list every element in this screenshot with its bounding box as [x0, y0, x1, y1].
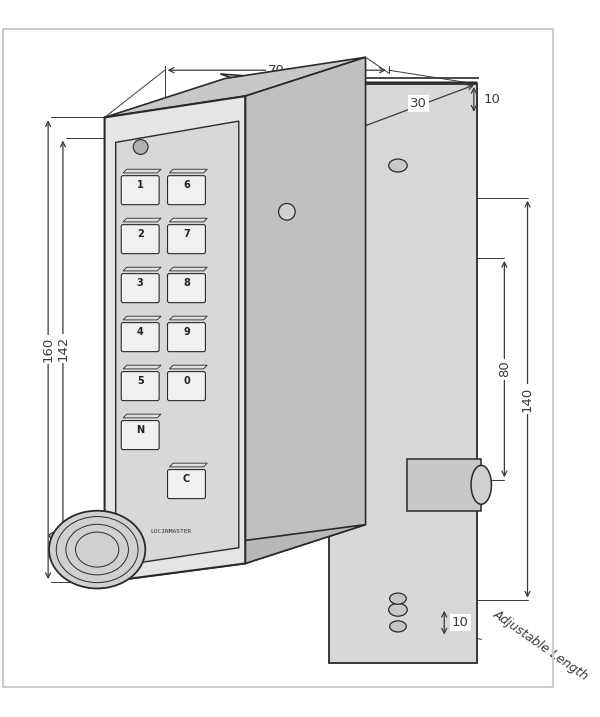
Polygon shape — [220, 74, 476, 112]
FancyBboxPatch shape — [121, 371, 159, 401]
FancyBboxPatch shape — [167, 371, 205, 401]
Polygon shape — [123, 169, 161, 173]
Polygon shape — [169, 463, 207, 467]
Text: N: N — [136, 425, 144, 435]
Polygon shape — [169, 218, 207, 222]
FancyBboxPatch shape — [121, 323, 159, 351]
Circle shape — [133, 140, 148, 154]
Polygon shape — [169, 316, 207, 320]
Polygon shape — [123, 267, 161, 271]
Polygon shape — [123, 414, 161, 418]
Polygon shape — [104, 96, 245, 582]
Text: 80: 80 — [498, 361, 511, 377]
Text: 3: 3 — [137, 278, 143, 288]
Ellipse shape — [389, 593, 406, 604]
FancyBboxPatch shape — [167, 224, 205, 254]
FancyBboxPatch shape — [167, 176, 205, 204]
Text: 140: 140 — [521, 386, 534, 412]
Text: 160: 160 — [41, 337, 55, 362]
Text: 9: 9 — [183, 327, 190, 337]
Polygon shape — [104, 57, 365, 118]
Polygon shape — [169, 365, 207, 369]
Polygon shape — [49, 536, 68, 564]
FancyBboxPatch shape — [167, 323, 205, 351]
Text: 10: 10 — [452, 616, 469, 630]
FancyBboxPatch shape — [167, 470, 205, 498]
Polygon shape — [123, 316, 161, 320]
Polygon shape — [169, 169, 207, 173]
Ellipse shape — [471, 465, 491, 504]
Text: 10: 10 — [484, 93, 501, 106]
Text: 30: 30 — [410, 97, 427, 110]
Ellipse shape — [389, 159, 407, 172]
Polygon shape — [123, 365, 161, 369]
FancyBboxPatch shape — [121, 421, 159, 450]
Text: 0: 0 — [183, 376, 190, 386]
FancyBboxPatch shape — [121, 274, 159, 303]
Text: 4: 4 — [137, 327, 143, 337]
Text: 5: 5 — [137, 376, 143, 386]
Polygon shape — [245, 57, 365, 564]
Polygon shape — [169, 267, 207, 271]
Text: 1: 1 — [137, 180, 143, 190]
Text: C: C — [183, 474, 190, 484]
Text: 70: 70 — [268, 64, 285, 77]
Text: 142: 142 — [56, 336, 70, 361]
Text: Adjustable Length: Adjustable Length — [490, 607, 590, 683]
Text: 2: 2 — [137, 229, 143, 239]
Polygon shape — [123, 218, 161, 222]
Circle shape — [278, 204, 295, 220]
Ellipse shape — [49, 528, 145, 544]
FancyBboxPatch shape — [167, 274, 205, 303]
Ellipse shape — [389, 603, 407, 616]
Ellipse shape — [389, 621, 406, 632]
Polygon shape — [407, 459, 481, 511]
Polygon shape — [116, 121, 239, 566]
Polygon shape — [329, 84, 476, 663]
FancyBboxPatch shape — [121, 224, 159, 254]
Text: 6: 6 — [183, 180, 190, 190]
Text: 7: 7 — [183, 229, 190, 239]
FancyBboxPatch shape — [121, 176, 159, 204]
Text: LOCINMASTER: LOCINMASTER — [151, 528, 192, 533]
Text: 8: 8 — [183, 278, 190, 288]
Polygon shape — [104, 525, 365, 582]
Text: 41: 41 — [235, 94, 252, 108]
Ellipse shape — [49, 511, 145, 589]
